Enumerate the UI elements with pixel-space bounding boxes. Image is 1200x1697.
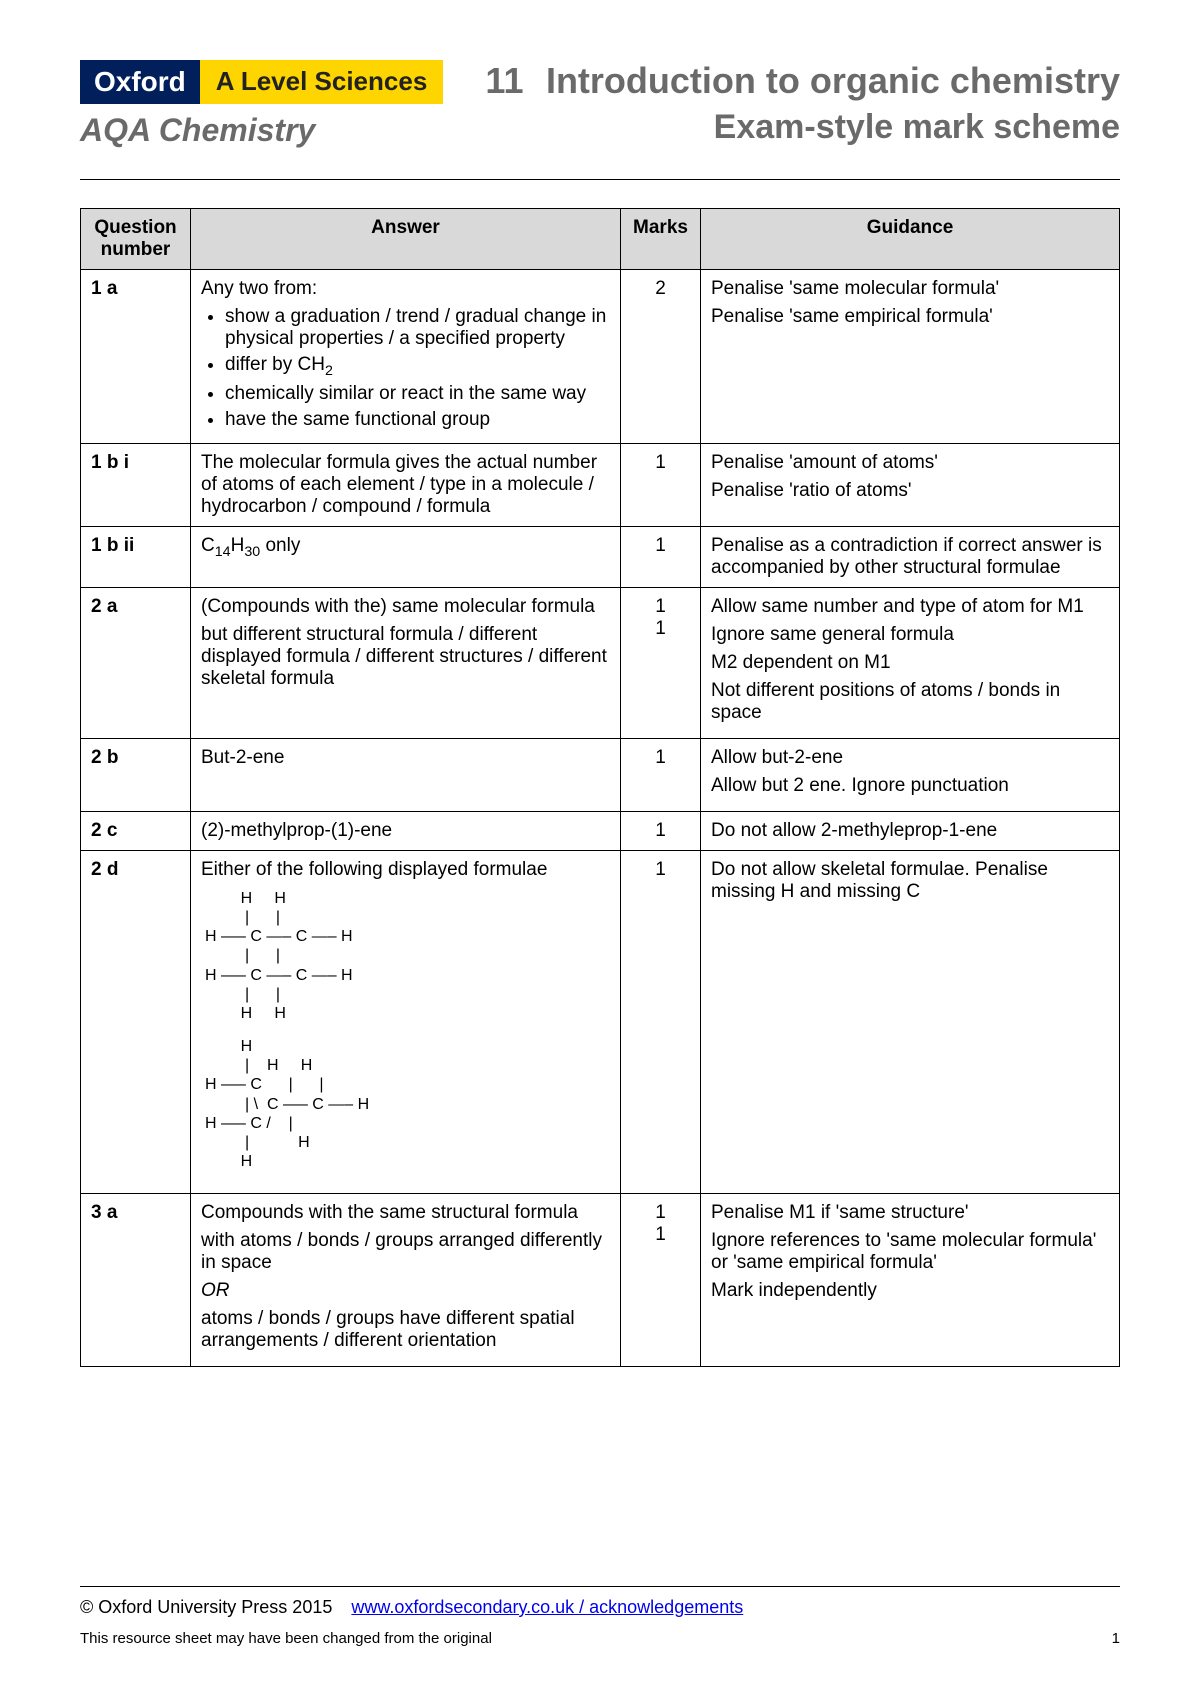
guidance-text: Allow but-2-ene (711, 747, 1109, 769)
table-row: 2 d Either of the following displayed fo… (81, 850, 1120, 1194)
guidance-cell: Do not allow 2-methyleprop-1-ene (701, 811, 1120, 850)
answer-cell: Any two from: show a graduation / trend … (191, 270, 621, 444)
answer-bullets: show a graduation / trend / gradual chan… (201, 306, 610, 431)
or-separator: OR (201, 1280, 610, 1302)
guidance-text: Allow same number and type of atom for M… (711, 596, 1109, 618)
guidance-cell: Penalise as a contradiction if correct a… (701, 526, 1120, 587)
brand-badges: Oxford A Level Sciences (80, 60, 443, 104)
page-footer: © Oxford University Press 2015 www.oxfor… (80, 1586, 1120, 1647)
guidance-cell: Do not allow skeletal formulae. Penalise… (701, 850, 1120, 1194)
answer-intro: Any two from: (201, 278, 610, 300)
answer-cell: But-2-ene (191, 738, 621, 811)
guidance-cell: Penalise 'amount of atoms' Penalise 'rat… (701, 443, 1120, 526)
footer-divider (80, 1586, 1120, 1587)
answer-text: with atoms / bonds / groups arranged dif… (201, 1230, 610, 1274)
marks-cell: 2 (621, 270, 701, 444)
answer-cell: (Compounds with the) same molecular form… (191, 587, 621, 738)
badge-level: A Level Sciences (200, 60, 444, 104)
marks-cell: 1 (621, 526, 701, 587)
list-item: have the same functional group (225, 409, 610, 431)
footer-note-line: This resource sheet may have been change… (80, 1630, 1120, 1647)
header-guidance: Guidance (701, 209, 1120, 270)
chapter-title: Introduction to organic chemistry (546, 60, 1120, 101)
q-number: 2 a (81, 587, 191, 738)
answer-text: but different structural formula / diffe… (201, 624, 610, 690)
guidance-text: Penalise 'same empirical formula' (711, 306, 1109, 328)
marks-cell: 1 (621, 850, 701, 1194)
page-number: 1 (1112, 1630, 1120, 1647)
table-row: 1 a Any two from: show a graduation / tr… (81, 270, 1120, 444)
guidance-text: Ignore same general formula (711, 624, 1109, 646)
marks-cell: 1 1 (621, 587, 701, 738)
subject-line: AQA Chemistry (80, 112, 443, 149)
answer-text: atoms / bonds / groups have different sp… (201, 1308, 610, 1352)
answer-cell: (2)-methylprop-(1)-ene (191, 811, 621, 850)
guidance-text: Penalise 'same molecular formula' (711, 278, 1109, 300)
table-row: 2 a (Compounds with the) same molecular … (81, 587, 1120, 738)
marks-cell: 1 (621, 811, 701, 850)
footer-note: This resource sheet may have been change… (80, 1630, 492, 1647)
guidance-text: Penalise M1 if 'same structure' (711, 1202, 1109, 1224)
list-item: chemically similar or react in the same … (225, 383, 610, 405)
q-number: 2 b (81, 738, 191, 811)
brand-block: Oxford A Level Sciences AQA Chemistry (80, 60, 443, 149)
q-number: 3 a (81, 1194, 191, 1367)
marks-cell: 1 1 (621, 1194, 701, 1367)
q-number: 1 a (81, 270, 191, 444)
list-item: differ by CH2 (225, 354, 610, 379)
guidance-text: M2 dependent on M1 (711, 652, 1109, 674)
header-answer: Answer (191, 209, 621, 270)
header-marks: Marks (621, 209, 701, 270)
mark-scheme-table: Question number Answer Marks Guidance 1 … (80, 208, 1120, 1367)
guidance-cell: Allow but-2-ene Allow but 2 ene. Ignore … (701, 738, 1120, 811)
guidance-text: Not different positions of atoms / bonds… (711, 680, 1109, 724)
answer-cell: C14H30 only (191, 526, 621, 587)
guidance-text: Penalise 'amount of atoms' (711, 452, 1109, 474)
guidance-text: Allow but 2 ene. Ignore punctuation (711, 775, 1109, 797)
chapter-subtitle: Exam-style mark scheme (485, 108, 1120, 147)
copyright-text: © Oxford University Press 2015 (80, 1597, 332, 1617)
mark-value: 1 (631, 596, 690, 618)
mark-value: 1 (631, 1202, 690, 1224)
guidance-cell: Allow same number and type of atom for M… (701, 587, 1120, 738)
mark-value: 1 (631, 1224, 690, 1246)
list-item: show a graduation / trend / gradual chan… (225, 306, 610, 350)
q-number: 1 b i (81, 443, 191, 526)
marks-cell: 1 (621, 443, 701, 526)
header-divider (80, 179, 1120, 180)
guidance-cell: Penalise 'same molecular formula' Penali… (701, 270, 1120, 444)
table-row: 2 c (2)-methylprop-(1)-ene 1 Do not allo… (81, 811, 1120, 850)
guidance-text: Penalise 'ratio of atoms' (711, 480, 1109, 502)
answer-cell: Compounds with the same structural formu… (191, 1194, 621, 1367)
guidance-text: Mark independently (711, 1280, 1109, 1302)
q-number: 2 c (81, 811, 191, 850)
guidance-text: Ignore references to 'same molecular for… (711, 1230, 1109, 1274)
table-row: 1 b ii C14H30 only 1 Penalise as a contr… (81, 526, 1120, 587)
displayed-formula-2: H | H H H —– C | | | \ C —– C —– H H —– … (205, 1037, 610, 1171)
chapter-number: 11 (485, 60, 523, 101)
table-row: 3 a Compounds with the same structural f… (81, 1194, 1120, 1367)
q-number: 1 b ii (81, 526, 191, 587)
badge-oxford: Oxford (80, 60, 200, 104)
displayed-formula-1: H H | | H —– C —– C —– H | | H —– C —– C… (205, 889, 610, 1023)
title-block: 11 Introduction to organic chemistry Exa… (485, 60, 1120, 147)
answer-cell: Either of the following displayed formul… (191, 850, 621, 1194)
guidance-cell: Penalise M1 if 'same structure' Ignore r… (701, 1194, 1120, 1367)
answer-text: Either of the following displayed formul… (201, 859, 610, 881)
table-header-row: Question number Answer Marks Guidance (81, 209, 1120, 270)
footer-copyright-line: © Oxford University Press 2015 www.oxfor… (80, 1597, 1120, 1618)
mark-value: 1 (631, 618, 690, 640)
header-question: Question number (81, 209, 191, 270)
q-number: 2 d (81, 850, 191, 1194)
answer-cell: The molecular formula gives the actual n… (191, 443, 621, 526)
table-row: 1 b i The molecular formula gives the ac… (81, 443, 1120, 526)
marks-cell: 1 (621, 738, 701, 811)
page-header: Oxford A Level Sciences AQA Chemistry 11… (80, 60, 1120, 149)
footer-link[interactable]: www.oxfordsecondary.co.uk / acknowledgem… (351, 1597, 743, 1617)
table-row: 2 b But-2-ene 1 Allow but-2-ene Allow bu… (81, 738, 1120, 811)
answer-text: (Compounds with the) same molecular form… (201, 596, 610, 618)
answer-text: Compounds with the same structural formu… (201, 1202, 610, 1224)
